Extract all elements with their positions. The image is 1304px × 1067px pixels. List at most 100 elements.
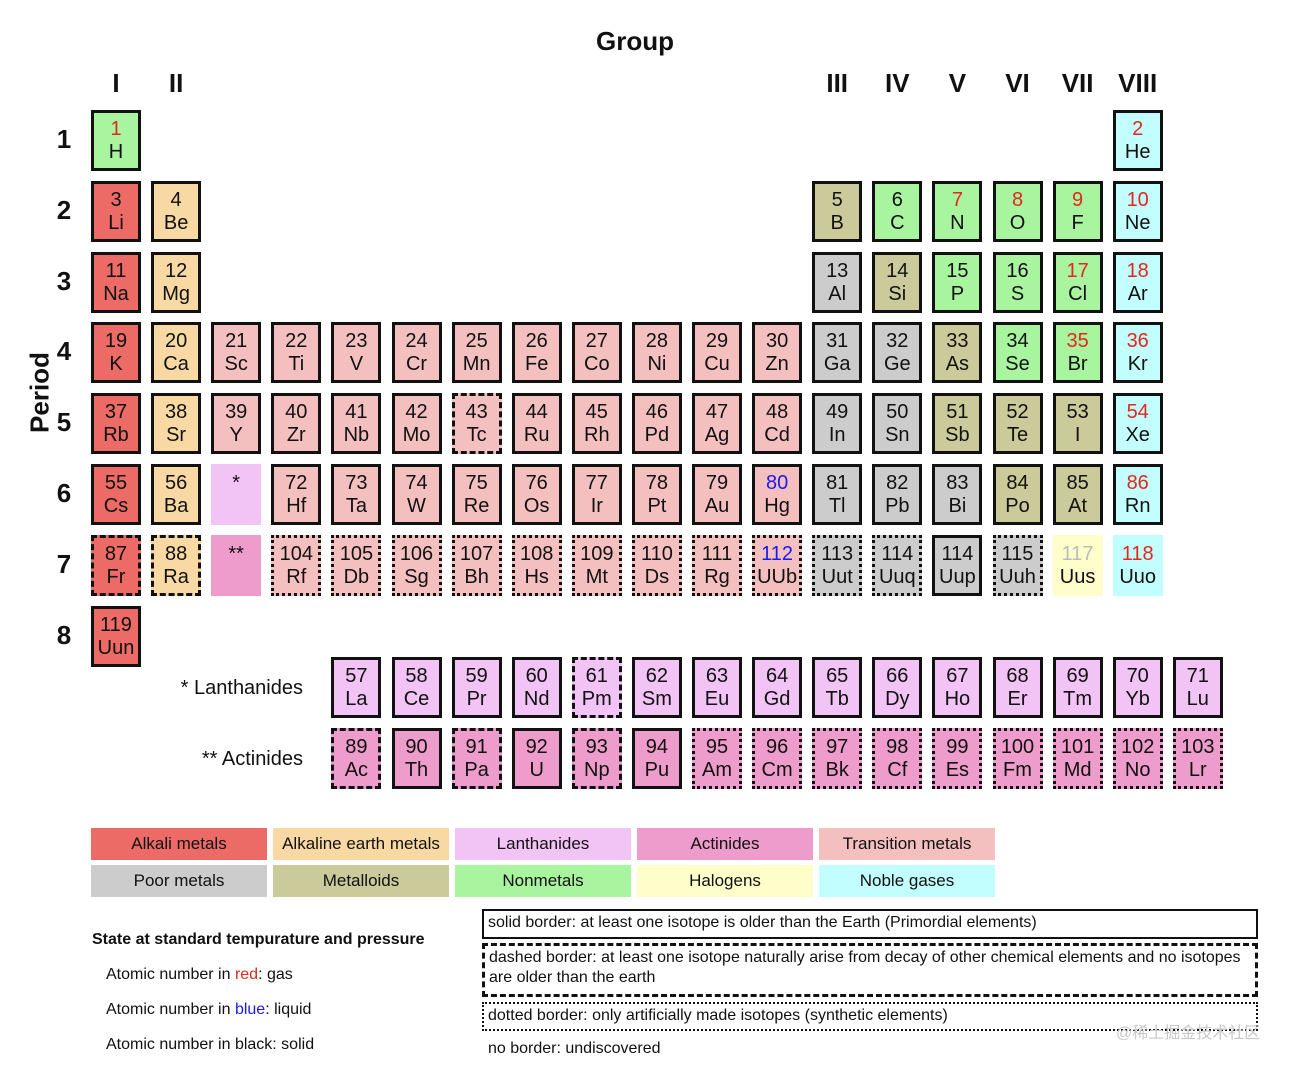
atomic-number: 19 bbox=[104, 330, 128, 353]
element-symbol: Sn bbox=[885, 424, 910, 447]
element-symbol: Am bbox=[702, 759, 732, 781]
element-symbol: Pt bbox=[647, 495, 667, 517]
atomic-number: 20 bbox=[164, 330, 188, 353]
element-cell-tb: 65 Tb bbox=[812, 657, 863, 718]
legend-poor: Poor metals bbox=[91, 865, 267, 897]
element-symbol: Bh bbox=[464, 565, 489, 588]
element-symbol: O bbox=[1009, 211, 1026, 234]
element-cell-uup: 114 Uup bbox=[932, 534, 983, 596]
element-cell-cd: 48 Cd bbox=[752, 393, 803, 455]
element-cell-yb: 70 Yb bbox=[1112, 657, 1163, 718]
atomic-number: 61 bbox=[585, 665, 608, 687]
element-cell-er: 68 Er bbox=[992, 657, 1043, 718]
element-cell-cs: 55 Cs bbox=[91, 464, 141, 525]
element-symbol: Gd bbox=[763, 688, 791, 710]
element-cell-lu: 71 Lu bbox=[1172, 657, 1223, 718]
period-number-1: 1 bbox=[56, 124, 72, 154]
element-cell-np: 93 Np bbox=[571, 728, 622, 789]
element-symbol: UUb bbox=[757, 565, 798, 588]
atomic-number: 38 bbox=[164, 401, 188, 424]
element-cell-bi: 83 Bi bbox=[932, 464, 983, 525]
element-cell-pu: 94 Pu bbox=[631, 728, 682, 789]
element-cell-ga: 31 Ga bbox=[812, 322, 863, 384]
element-cell-na: 11 Na bbox=[91, 251, 141, 313]
element-cell-dy: 66 Dy bbox=[872, 657, 923, 718]
element-cell-db: 105 Db bbox=[331, 534, 382, 596]
group-numeral-i: I bbox=[112, 68, 120, 98]
element-symbol: No bbox=[1124, 759, 1151, 781]
atomic-number: 14 bbox=[886, 259, 909, 282]
atomic-number: 89 bbox=[345, 736, 368, 758]
element-symbol: H bbox=[108, 141, 124, 163]
element-symbol: Ds bbox=[644, 565, 670, 588]
group-numeral-viii: VIII bbox=[1118, 68, 1158, 98]
element-cell-mg: 12 Mg bbox=[151, 251, 202, 313]
element-symbol: Ag bbox=[704, 424, 730, 447]
element-symbol: He bbox=[1124, 141, 1151, 163]
element-cell-no: 102 No bbox=[1112, 728, 1163, 789]
atomic-number: 48 bbox=[765, 401, 789, 424]
element-cell-tc: 43 Tc bbox=[451, 393, 502, 455]
element-cell-zr: 40 Zr bbox=[271, 393, 322, 455]
element-cell-uuh: 115 Uuh bbox=[992, 534, 1043, 596]
atomic-number: 81 bbox=[826, 472, 849, 494]
element-cell-cf: 98 Cf bbox=[872, 728, 923, 789]
atomic-number: 88 bbox=[164, 542, 188, 565]
atomic-number: 10 bbox=[1126, 188, 1149, 211]
element-cell-fm: 100 Fm bbox=[992, 728, 1043, 789]
actinides-label: ** Actinides bbox=[201, 748, 303, 770]
atomic-number: 21 bbox=[225, 330, 248, 353]
element-cell-bk: 97 Bk bbox=[812, 728, 863, 789]
atomic-number: 77 bbox=[585, 472, 608, 494]
element-cell-md: 101 Md bbox=[1052, 728, 1103, 789]
element-cell-mn: 25 Mn bbox=[451, 322, 502, 384]
element-cell-sc: 21 Sc bbox=[211, 322, 262, 384]
element-cell-se: 34 Se bbox=[992, 322, 1043, 384]
element-symbol: Sg bbox=[404, 565, 429, 588]
border-legend-dashed: dashed border: at least one isotope natu… bbox=[482, 943, 1258, 997]
atomic-number: 16 bbox=[1006, 259, 1029, 282]
element-cell-al: 13 Al bbox=[812, 251, 863, 313]
element-cell-ag: 47 Ag bbox=[692, 393, 742, 455]
element-symbol: Mt bbox=[585, 565, 608, 588]
state-gas-word: red bbox=[234, 966, 259, 983]
element-symbol: Ir bbox=[590, 495, 603, 517]
element-symbol: B bbox=[830, 211, 844, 234]
element-cell-uuq: 114 Uuq bbox=[872, 534, 923, 596]
atomic-number: 64 bbox=[765, 665, 789, 687]
element-symbol: P bbox=[950, 282, 965, 305]
atomic-number: 107 bbox=[459, 542, 494, 565]
element-symbol: Ru bbox=[523, 424, 550, 447]
atomic-number: 75 bbox=[465, 472, 488, 494]
atomic-number: 82 bbox=[886, 472, 909, 494]
element-cell-xe: 54 Xe bbox=[1112, 393, 1163, 455]
state-gas-line: Atomic number in red: gas bbox=[106, 966, 293, 984]
atomic-number: 103 bbox=[1181, 736, 1215, 758]
atomic-number: 70 bbox=[1126, 665, 1149, 687]
element-cell-pt: 78 Pt bbox=[631, 464, 682, 525]
atomic-number: * bbox=[232, 472, 241, 494]
atomic-number: 113 bbox=[821, 542, 854, 565]
group-numeral-vi: VI bbox=[1005, 68, 1030, 98]
element-symbol: Zn bbox=[765, 353, 789, 376]
element-cell-la: 57 La bbox=[331, 657, 382, 718]
group-numeral-iv: IV bbox=[885, 68, 910, 98]
atomic-number: 52 bbox=[1006, 401, 1029, 424]
element-symbol: K bbox=[109, 353, 123, 376]
element-cell-sr: 38 Sr bbox=[151, 393, 202, 455]
element-symbol: Mn bbox=[462, 353, 491, 376]
element-cell-hg: 80 Hg bbox=[752, 464, 803, 525]
element-symbol: Be bbox=[163, 211, 189, 234]
element-cell-uut: 113 Uut bbox=[812, 534, 863, 596]
group-numeral-v: V bbox=[948, 68, 967, 98]
element-cell-ds: 110 Ds bbox=[631, 534, 682, 596]
atomic-number: 59 bbox=[465, 665, 488, 687]
element-cell-te: 52 Te bbox=[992, 393, 1043, 455]
element-symbol: Xe bbox=[1125, 424, 1150, 447]
element-symbol: Sc bbox=[224, 353, 248, 376]
period-number-7: 7 bbox=[56, 548, 72, 579]
element-symbol: Cd bbox=[764, 424, 790, 447]
element-symbol: Ni bbox=[647, 353, 667, 376]
